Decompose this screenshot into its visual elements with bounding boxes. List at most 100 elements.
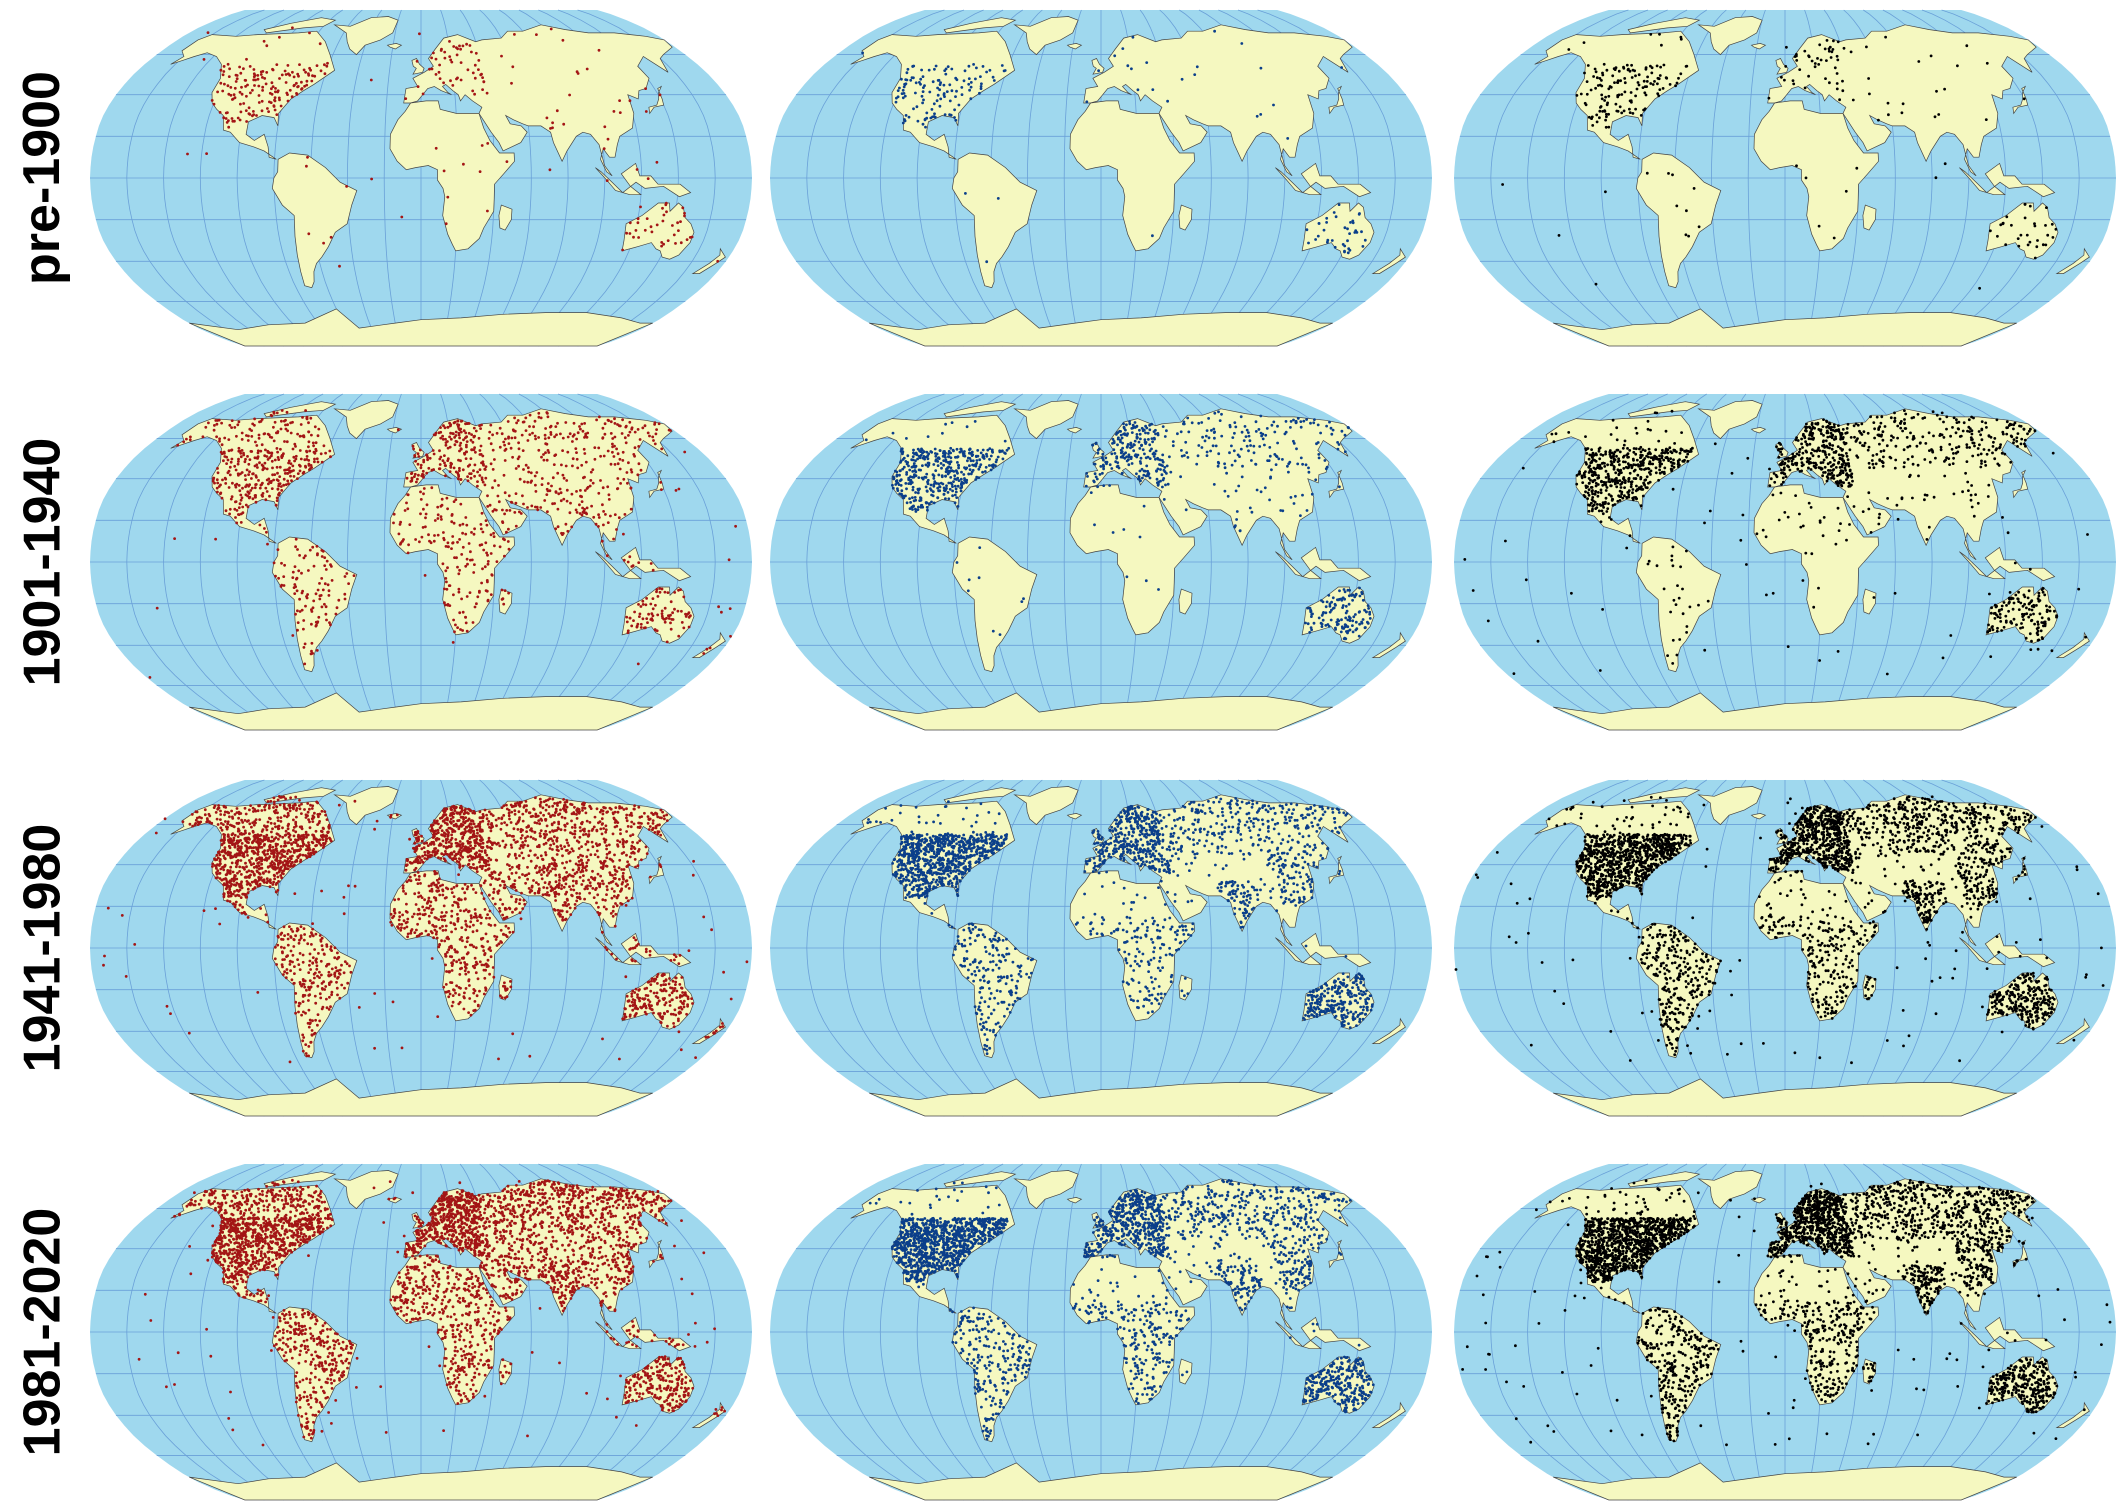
landmass-antarctica	[189, 692, 653, 731]
observation-point	[1161, 453, 1165, 457]
observation-point	[1309, 626, 1313, 629]
observation-point	[1671, 638, 1675, 642]
observation-point	[1190, 421, 1194, 425]
observation-point	[1364, 626, 1367, 629]
observation-point	[1005, 448, 1009, 452]
observation-point	[206, 31, 210, 34]
observation-point	[1672, 458, 1675, 462]
observation-point	[442, 424, 445, 428]
observation-point	[1254, 420, 1258, 424]
observation-point	[304, 604, 307, 608]
observation-point	[1654, 466, 1658, 470]
observation-point	[1801, 579, 1805, 582]
observation-point	[1634, 426, 1638, 430]
observation-point	[324, 985, 328, 988]
observation-point	[261, 85, 265, 89]
observation-point	[911, 485, 915, 489]
observation-point	[932, 484, 936, 488]
observation-point	[1616, 94, 1620, 97]
observation-point	[1787, 459, 1790, 463]
observation-point	[1310, 628, 1313, 632]
observation-point	[1989, 655, 1993, 658]
observation-point	[498, 907, 501, 910]
observation-point	[272, 439, 276, 443]
observation-point	[621, 459, 625, 462]
observation-point	[1142, 473, 1146, 477]
observation-point	[1807, 437, 1811, 441]
observation-point	[2012, 427, 2015, 431]
observation-point	[581, 506, 584, 510]
observation-point	[556, 471, 560, 475]
observation-point	[228, 900, 232, 903]
observation-point	[1683, 458, 1686, 462]
observation-point	[1949, 634, 1953, 637]
observation-point	[1660, 462, 1663, 466]
observation-point	[237, 460, 240, 463]
observation-point	[226, 111, 229, 114]
observation-point	[708, 646, 712, 650]
observation-point	[537, 415, 541, 419]
observation-point	[1100, 456, 1104, 460]
observation-point	[935, 99, 939, 103]
observation-point	[296, 609, 299, 613]
observation-point	[486, 505, 490, 508]
observation-point	[1761, 528, 1765, 532]
observation-point	[1649, 64, 1652, 68]
observation-point	[926, 508, 929, 512]
observation-point	[404, 97, 408, 100]
observation-point	[531, 431, 534, 435]
observation-point	[1592, 470, 1596, 474]
observation-point	[497, 484, 500, 487]
observation-point	[434, 73, 438, 76]
observation-point	[2028, 567, 2032, 571]
observation-point	[255, 475, 258, 479]
observation-point	[555, 109, 559, 113]
observation-point	[1871, 462, 1875, 466]
row-label: 1941-1980	[0, 778, 84, 1118]
observation-point	[460, 597, 463, 601]
observation-point	[1988, 592, 1991, 596]
observation-point	[226, 84, 230, 88]
observation-point	[1685, 625, 1689, 628]
observation-point	[1160, 473, 1164, 477]
observation-point	[1146, 431, 1150, 435]
observation-point	[1840, 484, 1844, 488]
observation-point	[1197, 421, 1201, 425]
observation-point	[271, 85, 275, 88]
observation-point	[472, 571, 476, 574]
observation-point	[220, 421, 224, 425]
observation-point	[1810, 552, 1814, 556]
observation-point	[1239, 447, 1243, 451]
observation-point	[1661, 87, 1665, 90]
observation-point	[1644, 66, 1648, 69]
observation-point	[317, 615, 321, 619]
observation-point	[1220, 412, 1223, 416]
observation-point	[1607, 502, 1610, 505]
observation-point	[224, 509, 228, 513]
observation-point	[1118, 429, 1121, 433]
observation-point	[1578, 472, 1582, 475]
observation-point	[1632, 496, 1636, 499]
observation-point	[1089, 491, 1093, 494]
observation-point	[216, 471, 220, 475]
observation-point	[1658, 468, 1661, 472]
observation-point	[483, 468, 487, 471]
observation-point	[575, 511, 579, 514]
observation-point	[953, 484, 957, 488]
observation-point	[1294, 420, 1298, 424]
observation-point	[298, 63, 301, 66]
observation-point	[603, 125, 607, 129]
observation-point	[566, 529, 570, 533]
observation-point	[1675, 653, 1679, 657]
observation-point	[471, 440, 475, 444]
observation-point	[219, 483, 222, 487]
observation-point	[651, 568, 655, 572]
observation-point	[1903, 427, 1907, 430]
observation-point	[1896, 517, 1900, 521]
observation-point	[1623, 494, 1626, 498]
observation-point	[469, 457, 473, 460]
observation-point	[253, 84, 256, 87]
landmass-antarctica	[189, 308, 653, 347]
observation-point	[1124, 451, 1127, 455]
observation-point	[253, 73, 257, 77]
